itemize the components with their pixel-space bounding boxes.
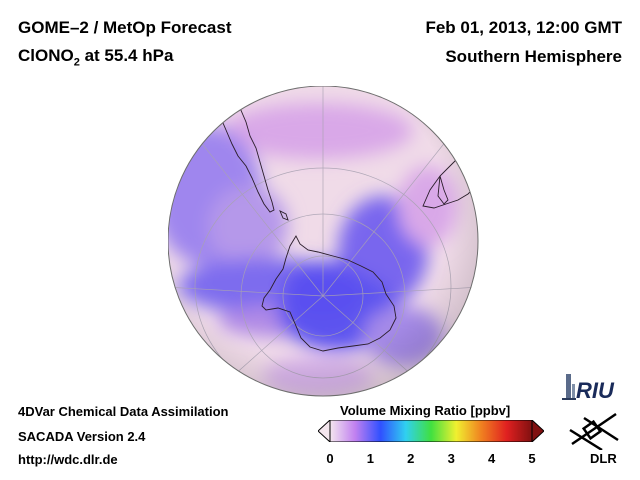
footer-line-2: SACADA Version 2.4 bbox=[18, 429, 146, 444]
forecast-datetime: Feb 01, 2013, 12:00 GMT bbox=[425, 18, 622, 37]
globe-map bbox=[168, 86, 479, 397]
riu-logo: RIU bbox=[562, 374, 615, 403]
species-level: at 55.4 hPa bbox=[79, 46, 174, 65]
species-name: ClONO bbox=[18, 46, 74, 65]
colorbar-tick-label: 2 bbox=[407, 451, 415, 466]
colorbar-tick-label: 1 bbox=[366, 451, 375, 466]
colorbar-max-arrow bbox=[531, 420, 544, 442]
colorbar-tick-label: 0 bbox=[326, 451, 334, 466]
dlr-logo bbox=[569, 412, 619, 450]
species-title: ClONO2 at 55.4 hPa bbox=[18, 46, 173, 68]
footer-url[interactable]: http://wdc.dlr.de bbox=[18, 452, 118, 467]
hemisphere-label: Southern Hemisphere bbox=[445, 47, 622, 66]
riu-logo-text: RIU bbox=[576, 378, 615, 403]
dlr-logo-text: DLR bbox=[590, 451, 617, 466]
colorbar-tick-label: 3 bbox=[447, 451, 455, 466]
globe-shading bbox=[168, 86, 478, 396]
colorbar bbox=[318, 420, 544, 442]
colorbar-title: Volume Mixing Ratio [ppbv] bbox=[340, 403, 511, 418]
product-title: GOME–2 / MetOp Forecast bbox=[18, 18, 232, 37]
species-subscript: 2 bbox=[73, 56, 80, 69]
footer-line-1: 4DVar Chemical Data Assimilation bbox=[18, 404, 229, 419]
colorbar-min-arrow bbox=[318, 420, 331, 442]
colorbar-tick-label: 5 bbox=[528, 451, 536, 466]
globe-outline bbox=[168, 86, 479, 397]
colorbar-tick-label: 4 bbox=[487, 451, 496, 466]
colorbar-bar bbox=[329, 420, 533, 442]
